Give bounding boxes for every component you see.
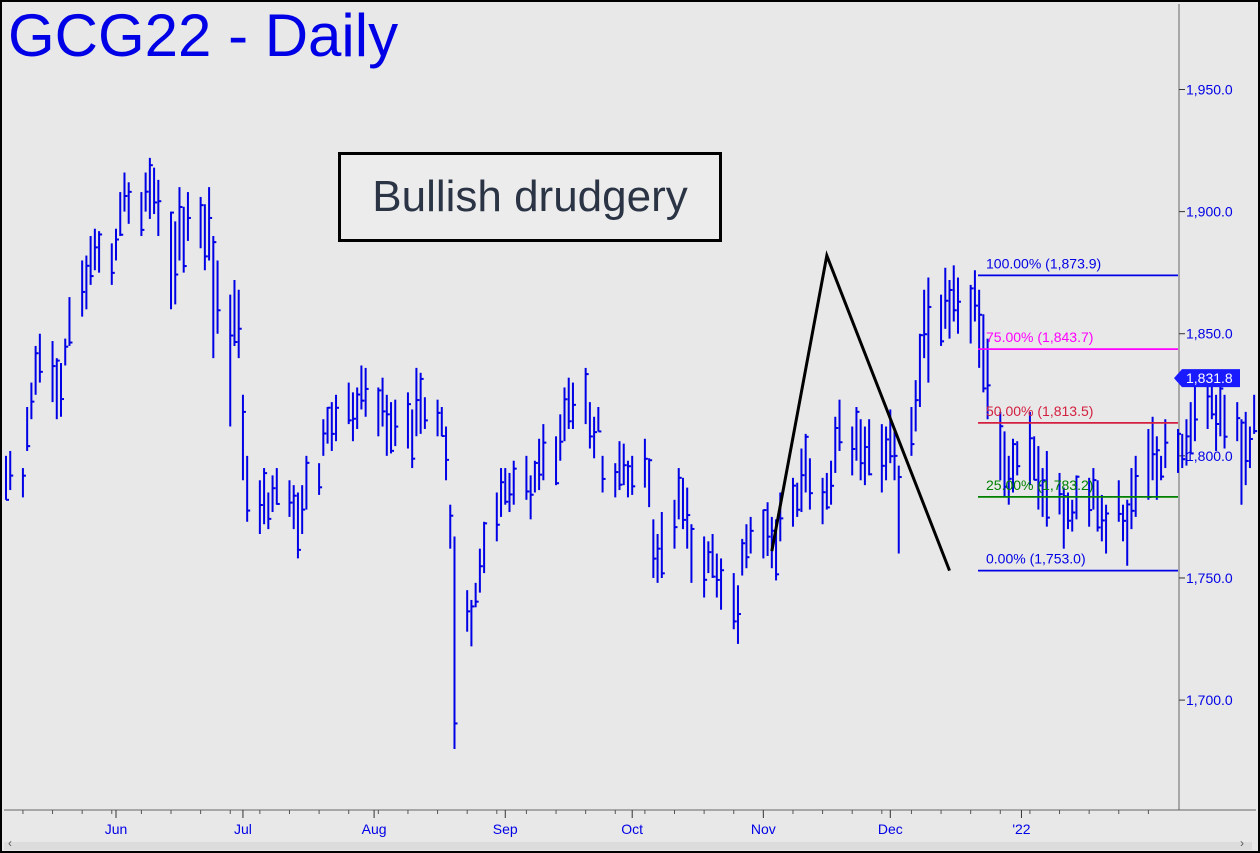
y-tick-label: 1,750.0 xyxy=(1186,570,1233,586)
x-tick-label: Dec xyxy=(878,821,903,837)
callout-box: Bullish drudgery xyxy=(338,152,722,242)
y-tick-label: 1,900.0 xyxy=(1186,204,1233,220)
y-tick-label: 1,850.0 xyxy=(1186,326,1233,342)
y-tick-label: 1,800.0 xyxy=(1186,448,1233,464)
x-tick-label: Sep xyxy=(493,821,518,837)
fib-level-label: 75.00% (1,843.7) xyxy=(986,329,1093,345)
fib-level-label: 0.00% (1,753.0) xyxy=(986,551,1086,567)
fib-level-label: 100.00% (1,873.9) xyxy=(986,255,1101,271)
scroll-right-icon[interactable]: › xyxy=(1240,836,1244,850)
x-tick-label: Aug xyxy=(362,821,387,837)
horizontal-scrollbar[interactable] xyxy=(4,842,1252,850)
abc-pattern-line xyxy=(770,250,951,572)
fib-level-label: 25.00% (1,783.2) xyxy=(986,477,1093,493)
x-tick-label: Jul xyxy=(234,821,252,837)
last-price-label: 1,831.8 xyxy=(1186,370,1233,386)
y-tick-label: 1,700.0 xyxy=(1186,692,1233,708)
chart-title: GCG22 - Daily xyxy=(8,2,399,69)
x-tick-label: Oct xyxy=(621,821,643,837)
scroll-left-icon[interactable]: ‹ xyxy=(8,836,12,850)
x-tick-label: Nov xyxy=(751,821,776,837)
fib-level-label: 50.00% (1,813.5) xyxy=(986,403,1093,419)
x-tick-label: Jun xyxy=(105,821,128,837)
y-tick-label: 1,950.0 xyxy=(1186,81,1233,97)
last-price-badge xyxy=(1174,369,1240,388)
x-tick-label: '22 xyxy=(1012,821,1030,837)
